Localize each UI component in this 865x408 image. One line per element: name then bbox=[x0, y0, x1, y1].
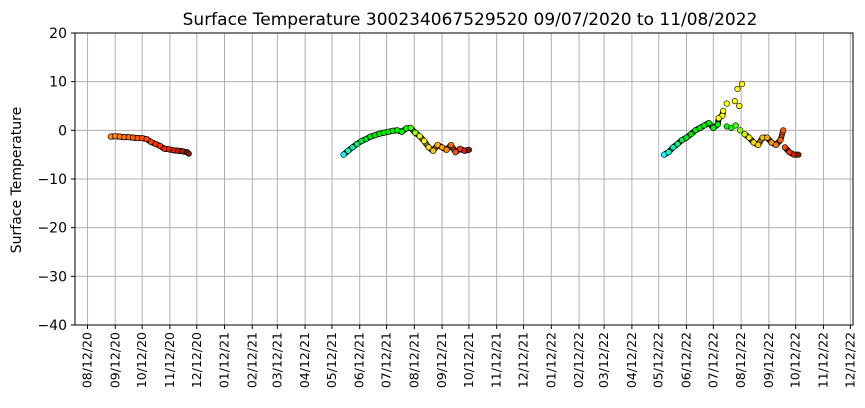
x-tick-label: 11/12/21 bbox=[489, 332, 504, 388]
data-point bbox=[737, 127, 744, 134]
data-point bbox=[156, 142, 164, 150]
data-point bbox=[452, 149, 459, 156]
x-tick-label: 03/12/21 bbox=[269, 332, 284, 388]
y-tick-label: −20 bbox=[37, 221, 67, 237]
x-tick-label: 02/12/22 bbox=[571, 332, 586, 388]
y-axis-label: Surface Temperature bbox=[9, 107, 25, 253]
x-tick-label: 08/12/21 bbox=[406, 332, 421, 388]
x-tick-label: 07/12/21 bbox=[379, 332, 394, 388]
x-tick-label: 01/12/21 bbox=[217, 332, 232, 388]
data-point bbox=[738, 80, 746, 88]
data-point bbox=[715, 115, 722, 122]
data-point bbox=[447, 141, 455, 149]
data-point bbox=[465, 146, 473, 153]
x-tick-label: 12/12/22 bbox=[842, 332, 857, 388]
data-point bbox=[143, 135, 150, 143]
y-tick-label: 10 bbox=[49, 75, 67, 91]
x-tick-label: 04/12/22 bbox=[624, 332, 639, 388]
x-tick-label: 04/12/21 bbox=[297, 332, 312, 388]
chart-title: Surface Temperature 300234067529520 09/0… bbox=[183, 10, 758, 30]
data-point bbox=[349, 144, 356, 151]
x-tick-label: 02/12/21 bbox=[244, 332, 259, 388]
data-point bbox=[398, 128, 405, 135]
y-tick-label: −10 bbox=[37, 172, 67, 188]
data-point bbox=[687, 131, 695, 138]
data-point bbox=[443, 146, 450, 153]
x-tick-label: 05/12/21 bbox=[324, 332, 339, 388]
y-gridlines bbox=[75, 32, 853, 326]
data-point bbox=[723, 100, 730, 107]
data-point bbox=[741, 131, 748, 138]
data-point bbox=[705, 119, 712, 127]
data-point bbox=[736, 102, 743, 110]
x-tick-label: 08/12/20 bbox=[80, 332, 95, 388]
x-tick-label: 11/12/22 bbox=[815, 332, 830, 388]
data-point bbox=[781, 144, 789, 151]
y-tick-label: 0 bbox=[58, 123, 67, 139]
data-point bbox=[344, 147, 352, 154]
x-tick-label: 12/12/20 bbox=[189, 332, 204, 388]
x-tick-label: 06/12/22 bbox=[678, 332, 693, 388]
data-point bbox=[430, 147, 437, 154]
x-tick-label: 10/12/22 bbox=[788, 332, 803, 388]
data-point bbox=[714, 121, 721, 128]
x-tick-label: 10/12/21 bbox=[461, 332, 476, 388]
x-tick-label: 08/12/22 bbox=[733, 332, 748, 388]
data-point bbox=[710, 124, 717, 131]
x-tick-label: 10/12/20 bbox=[134, 332, 149, 388]
data-point bbox=[746, 134, 753, 141]
x-tick-label: 09/12/21 bbox=[434, 332, 449, 388]
data-point bbox=[731, 98, 738, 105]
data-points bbox=[107, 80, 802, 158]
data-point bbox=[674, 140, 681, 148]
data-point bbox=[412, 129, 419, 136]
x-tick-label: 07/12/22 bbox=[705, 332, 720, 388]
data-point bbox=[353, 140, 361, 148]
data-point bbox=[416, 133, 423, 140]
x-gridlines bbox=[87, 33, 851, 325]
data-point bbox=[407, 124, 414, 131]
y-tick-label: −30 bbox=[37, 269, 67, 285]
data-point bbox=[669, 144, 677, 151]
x-tick-label: 11/12/20 bbox=[162, 332, 177, 388]
data-point bbox=[732, 122, 739, 129]
data-point bbox=[777, 136, 784, 144]
x-tick-label: 01/12/22 bbox=[543, 332, 558, 388]
data-point bbox=[772, 141, 780, 149]
x-tick-label: 03/12/22 bbox=[596, 332, 611, 388]
data-point bbox=[665, 149, 672, 156]
data-point bbox=[425, 144, 432, 151]
y-tick-label: 20 bbox=[49, 26, 67, 42]
data-point bbox=[795, 151, 802, 158]
data-point bbox=[185, 150, 192, 157]
data-point bbox=[421, 137, 428, 145]
data-point bbox=[340, 151, 347, 158]
x-tick-label: 09/12/20 bbox=[107, 332, 122, 388]
x-tick-label: 09/12/22 bbox=[761, 332, 776, 388]
y-tick-label: −40 bbox=[37, 318, 67, 334]
x-tick-label: 06/12/21 bbox=[352, 332, 367, 388]
data-point bbox=[780, 127, 787, 134]
data-point bbox=[754, 141, 762, 149]
data-point bbox=[734, 85, 741, 93]
x-tick-label: 12/12/21 bbox=[516, 332, 531, 388]
x-ticks: 08/12/20 09/12/20 10/12/20 11/12/20 12/12/20… bbox=[80, 325, 857, 388]
y-ticks: 20 10 0 −10 −20 −30 −40 bbox=[37, 26, 75, 334]
data-point bbox=[683, 134, 690, 141]
x-tick-label: 05/12/22 bbox=[651, 332, 666, 388]
data-point bbox=[720, 107, 727, 114]
data-point bbox=[763, 134, 771, 141]
